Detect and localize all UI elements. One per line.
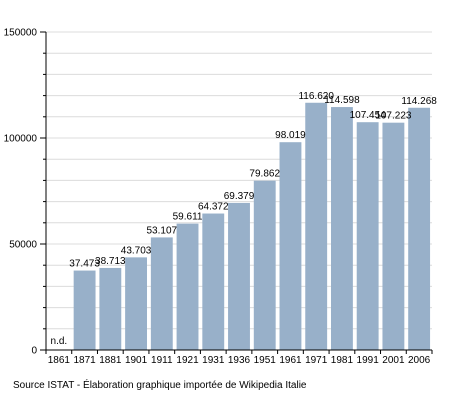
x-tick-label: 1901 xyxy=(125,355,148,366)
bar-1911 xyxy=(150,237,173,350)
x-tick-label: 1951 xyxy=(254,355,277,366)
bar-2001 xyxy=(382,122,405,350)
x-tick-label: 1991 xyxy=(357,355,380,366)
bar-1981 xyxy=(330,107,353,350)
x-tick-label: 1921 xyxy=(176,355,199,366)
x-tick-label: 2006 xyxy=(408,355,431,366)
bar-1881 xyxy=(99,267,122,350)
x-tick-label: 1971 xyxy=(305,355,328,366)
bar-1931 xyxy=(202,213,225,350)
bar-1871 xyxy=(73,270,96,350)
data-label-1961: 98.019 xyxy=(275,130,306,141)
x-tick-label: 1936 xyxy=(228,355,251,366)
data-label-1881: 38.713 xyxy=(95,256,126,267)
y-tick-label: 50000 xyxy=(9,240,37,251)
y-tick-label: 150000 xyxy=(4,28,38,39)
data-label-1981: 114.598 xyxy=(324,95,360,106)
axes xyxy=(40,31,433,354)
x-tick-label: 1981 xyxy=(331,355,354,366)
data-label-1861: n.d. xyxy=(51,336,68,347)
source-note: Source ISTAT - Élaboration graphique imp… xyxy=(13,380,307,391)
y-tick-label: 100000 xyxy=(4,134,38,145)
bars xyxy=(73,102,431,351)
bar-1936 xyxy=(228,202,250,350)
data-label-1991: 107.454 xyxy=(350,110,387,121)
x-tick-label: 2001 xyxy=(382,355,405,366)
data-label-1931: 64.372 xyxy=(198,202,229,213)
x-tick-label: 1871 xyxy=(73,355,96,366)
x-tick-label: 1881 xyxy=(99,355,122,366)
y-tick-label: 0 xyxy=(31,346,37,357)
data-label-1971: 116.620 xyxy=(298,91,334,102)
data-label-2001: 107.223 xyxy=(375,111,412,122)
bar-1991 xyxy=(356,122,379,351)
data-label-1951: 79.862 xyxy=(249,169,280,180)
data-label-1871: 37.473 xyxy=(69,259,100,270)
data-label-1911: 53.107 xyxy=(147,225,178,236)
x-tick-label: 1861 xyxy=(48,355,71,366)
bar-1901 xyxy=(125,257,148,350)
x-tick-label: 1961 xyxy=(279,355,302,366)
data-label-2006: 114.268 xyxy=(401,96,437,107)
bar-1951 xyxy=(253,180,276,350)
data-label-1936: 69.379 xyxy=(224,191,255,202)
x-tick-label: 1911 xyxy=(151,355,173,366)
x-tick-label: 1931 xyxy=(202,355,225,366)
data-label-1921: 59.611 xyxy=(173,212,203,223)
data-label-1901: 43.703 xyxy=(121,245,152,256)
bar-1971 xyxy=(305,102,328,351)
bar-1961 xyxy=(279,142,302,350)
bar-2006 xyxy=(408,107,431,351)
bar-1921 xyxy=(176,223,199,350)
